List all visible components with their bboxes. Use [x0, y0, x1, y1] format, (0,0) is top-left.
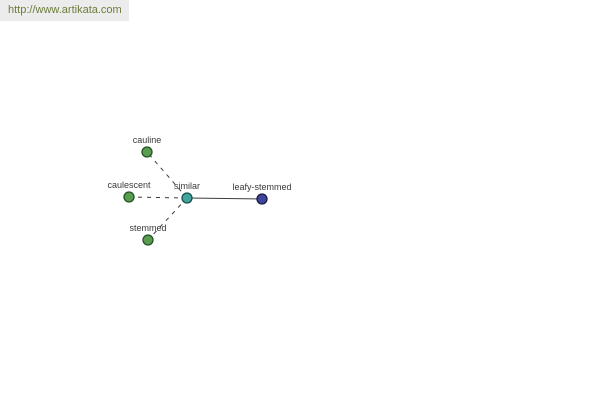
node-leafy-stemmed[interactable] — [256, 193, 268, 205]
node-cauline[interactable] — [141, 146, 153, 158]
node-label-similar: similar — [174, 181, 200, 191]
node-similar[interactable] — [181, 192, 193, 204]
edge-similar-caulescent — [128, 196, 188, 199]
node-label-stemmed: stemmed — [129, 223, 166, 233]
source-url: http://www.artikata.com — [0, 0, 129, 21]
node-stemmed[interactable] — [142, 234, 154, 246]
node-caulescent[interactable] — [123, 191, 135, 203]
edge-similar-cauline — [146, 151, 188, 199]
edge-similar-stemmed — [147, 197, 188, 241]
node-label-caulescent: caulescent — [107, 180, 151, 190]
node-label-cauline: cauline — [133, 135, 162, 145]
node-label-leafy-stemmed: leafy-stemmed — [232, 182, 291, 192]
edge-similar-leafy-stemmed — [186, 197, 263, 200]
